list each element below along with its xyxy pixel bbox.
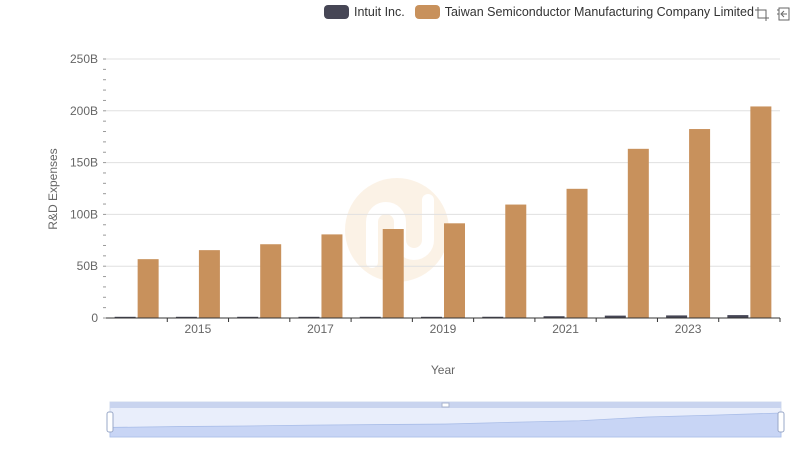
zoom-icon[interactable] bbox=[754, 6, 770, 22]
bar-tsmc bbox=[198, 250, 220, 318]
bar-tsmc bbox=[750, 106, 772, 319]
bar-intuit bbox=[482, 316, 504, 318]
x-tick-label: 2021 bbox=[552, 322, 579, 336]
y-tick-label: 100B bbox=[70, 207, 98, 221]
legend-label-intuit: Intuit Inc. bbox=[354, 5, 405, 19]
bar-tsmc bbox=[505, 204, 527, 318]
bar-intuit bbox=[114, 316, 136, 318]
bar-intuit bbox=[543, 316, 565, 318]
bar-intuit bbox=[421, 316, 442, 318]
x-tick-label: 2023 bbox=[675, 322, 702, 336]
bar-tsmc bbox=[382, 229, 404, 318]
bar-intuit bbox=[604, 315, 626, 318]
x-tick-label: 2017 bbox=[307, 322, 334, 336]
bar-intuit bbox=[666, 315, 688, 318]
bar-intuit bbox=[298, 316, 320, 318]
y-tick-label: 250B bbox=[70, 52, 98, 66]
bar-tsmc bbox=[566, 188, 588, 318]
slider-right-handle bbox=[777, 411, 785, 433]
legend-item-tsmc[interactable]: Taiwan Semiconductor Manufacturing Compa… bbox=[414, 5, 754, 19]
bar-tsmc bbox=[137, 259, 159, 318]
x-tick-label: 2015 bbox=[185, 322, 212, 336]
x-axis-title: Year bbox=[431, 363, 455, 377]
y-tick-label: 200B bbox=[70, 104, 98, 118]
bar-tsmc bbox=[627, 148, 649, 318]
zoom-reset-icon[interactable] bbox=[776, 6, 792, 22]
bar-tsmc bbox=[260, 244, 282, 318]
legend-item-intuit[interactable]: Intuit Inc. bbox=[324, 5, 405, 19]
y-axis-title: R&D Expenses bbox=[46, 148, 60, 229]
y-tick-label: 150B bbox=[70, 156, 98, 170]
bar-intuit bbox=[359, 316, 381, 318]
zoom-slider[interactable] bbox=[106, 401, 785, 438]
y-axis: 0 50B 100B 150B 200B 250B bbox=[70, 52, 106, 325]
y-tick-label: 0 bbox=[91, 311, 98, 325]
bars bbox=[114, 106, 772, 319]
x-tick-label: 2019 bbox=[430, 322, 457, 336]
bar-intuit bbox=[175, 316, 197, 318]
x-axis: 2015 2017 2019 2021 2023 bbox=[106, 317, 781, 336]
y-tick-label: 50B bbox=[77, 259, 98, 273]
slider-left-handle bbox=[106, 411, 114, 433]
bar-intuit bbox=[727, 315, 749, 318]
bar-tsmc bbox=[321, 234, 343, 318]
slider-preview-area bbox=[109, 412, 782, 438]
legend-swatch-intuit bbox=[324, 5, 349, 19]
bar-tsmc bbox=[689, 129, 711, 318]
bar-intuit bbox=[237, 316, 259, 318]
legend: Intuit Inc. Taiwan Semiconductor Manufac… bbox=[324, 3, 764, 21]
bar-tsmc bbox=[444, 223, 465, 318]
slider-move-handle bbox=[441, 402, 450, 408]
legend-swatch-tsmc bbox=[414, 5, 440, 19]
toolbox bbox=[748, 6, 792, 22]
legend-label-tsmc: Taiwan Semiconductor Manufacturing Compa… bbox=[444, 5, 754, 19]
